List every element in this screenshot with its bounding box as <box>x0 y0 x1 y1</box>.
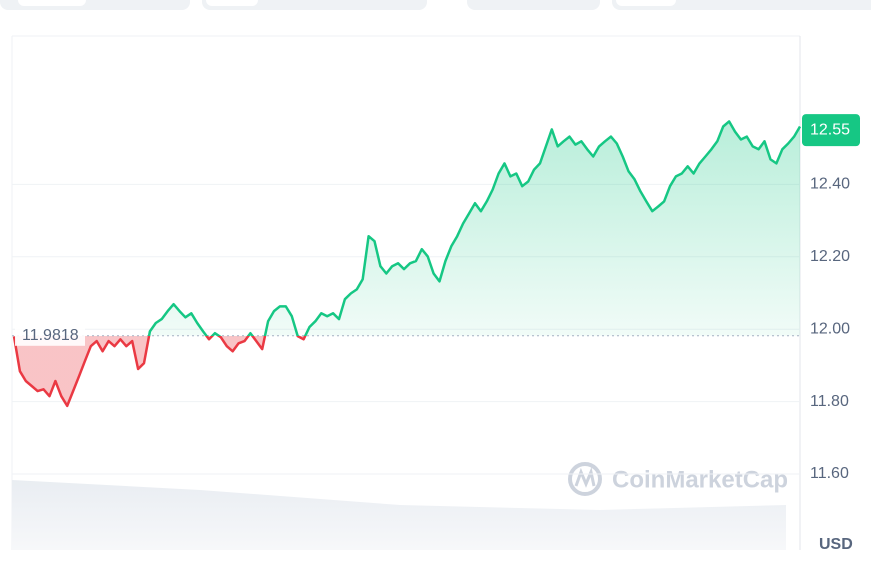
tab-button[interactable] <box>616 0 676 6</box>
y-tick-label: 12.00 <box>810 320 850 337</box>
tab-button[interactable] <box>467 0 600 10</box>
y-tick-label: 11.60 <box>810 465 849 482</box>
currency-label: USD <box>819 536 853 553</box>
area <box>14 121 800 406</box>
price-label-box <box>802 114 860 147</box>
tab-button[interactable] <box>206 0 258 6</box>
watermark: CoinMarketCap <box>568 462 788 496</box>
tab-button[interactable] <box>18 0 86 6</box>
y-tick-label: 12.20 <box>810 248 850 265</box>
tab-button[interactable] <box>202 0 427 10</box>
watermark-text: CoinMarketCap <box>612 466 788 493</box>
baseline-label: 11.9818 <box>22 327 79 344</box>
y-tick-label: 12.40 <box>810 176 850 193</box>
baseline-label-box <box>15 323 85 346</box>
tab-button[interactable] <box>612 0 871 10</box>
price-line <box>12 120 802 408</box>
y-tick-label: 11.80 <box>810 393 849 410</box>
volume-area <box>12 480 786 550</box>
price-label: 12.55 <box>810 121 850 138</box>
